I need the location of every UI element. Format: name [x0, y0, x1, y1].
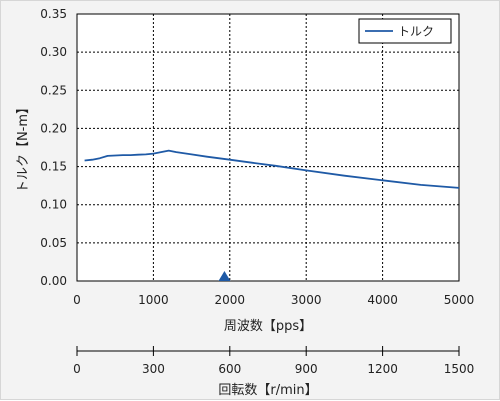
x-tick-label: 5000 [444, 293, 475, 307]
y-tick-label: 0.20 [40, 121, 67, 135]
y-tick-label: 0.05 [40, 236, 67, 250]
x-tick-label: 0 [73, 293, 81, 307]
x-tick-label: 1000 [138, 293, 169, 307]
x-axis-title: 周波数【pps】 [224, 319, 312, 334]
rpm-axis-title: 回転数【r/min】 [218, 383, 317, 398]
rpm-tick-label: 0 [73, 362, 81, 376]
y-tick-label: 0.00 [40, 274, 67, 288]
series-line-0 [84, 149, 460, 189]
y-tick-label: 0.10 [40, 198, 67, 212]
rpm-tick-label: 600 [218, 362, 241, 376]
marker-layer [218, 271, 231, 281]
legend: トルク [358, 18, 452, 44]
y-tick-label: 0.30 [40, 45, 67, 59]
legend-label: トルク [398, 25, 434, 39]
plot-area [76, 13, 460, 282]
x-tick-label: 3000 [291, 293, 322, 307]
x-axis-ticks: 0 1000 2000 3000 4000 5000 [73, 293, 474, 307]
rpm-axis-ticks: 0 300 600 900 1200 1500 [73, 346, 474, 376]
frequency-marker [218, 271, 231, 281]
rpm-tick-label: 1500 [444, 362, 475, 376]
x-tick-label: 4000 [367, 293, 398, 307]
x-tick-label: 2000 [215, 293, 246, 307]
y-axis-title: トルク【N-m】 [16, 101, 31, 193]
series-layer [84, 149, 460, 189]
rpm-tick-label: 900 [295, 362, 318, 376]
y-tick-label: 0.35 [40, 7, 67, 21]
rpm-tick-label: 1200 [367, 362, 398, 376]
y-axis-ticks: 0.00 0.05 0.10 0.15 0.20 0.25 0.30 0.35 [40, 7, 67, 288]
y-tick-label: 0.25 [40, 83, 67, 97]
rpm-tick-label: 300 [142, 362, 165, 376]
grid [77, 14, 459, 281]
y-tick-label: 0.15 [40, 160, 67, 174]
